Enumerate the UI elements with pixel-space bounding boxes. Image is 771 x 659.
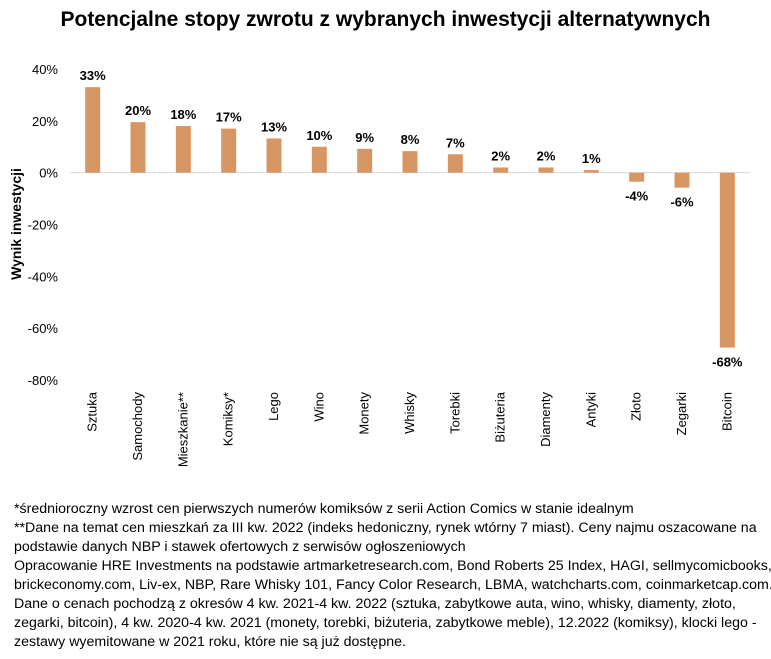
footnote-line: podstawie danych NBP i stawek ofertowych… (14, 539, 466, 555)
category-label: Zegarki (674, 392, 689, 435)
category-label: Torebki (447, 392, 462, 434)
data-label: 7% (446, 135, 465, 150)
category-labels: Sztuka Samochody Mieszkanie** Komiksy* Lego W… (85, 391, 735, 467)
y-tick-label: -20% (28, 218, 59, 233)
y-tick-label: -60% (28, 321, 59, 336)
category-label: Mieszkanie** (175, 392, 190, 467)
footnote-line: *średnioroczny wzrost cen pierwszych num… (14, 501, 634, 517)
footnote-line: Opracowanie HRE Investments na podstawie… (14, 558, 771, 574)
footnote-line: **Dane na temat cen mieszkań za III kw. … (14, 520, 757, 536)
data-label: 2% (537, 148, 556, 163)
category-label: Monety (357, 392, 372, 435)
category-label: Sztuka (85, 391, 100, 432)
data-label: 33% (80, 68, 106, 83)
bar (447, 154, 463, 173)
data-label: 18% (170, 107, 196, 122)
footnote-line: zestawy wyemitowane w 2021 roku, które n… (14, 634, 406, 650)
data-label: 2% (491, 148, 510, 163)
data-label: 9% (355, 130, 374, 145)
bar (311, 146, 327, 173)
data-labels: 33% 20% 18% 17% 13% 10% 9% 8% 7% 2% 2% 1% -4% -6% -68% (80, 68, 743, 369)
category-label: Komiksy* (221, 392, 236, 446)
footnotes: *średnioroczny wzrost cen pierwszych num… (14, 500, 771, 652)
bar (402, 151, 418, 173)
bar (538, 167, 554, 173)
data-label: 20% (125, 103, 151, 118)
chart-title: Potencjalne stopy zwrotu z wybranych inw… (60, 8, 711, 31)
y-tick-label: 0% (39, 166, 58, 181)
bar (674, 172, 690, 188)
bar (493, 167, 509, 173)
data-label: -68% (712, 355, 743, 370)
bar (719, 172, 735, 348)
data-label: -6% (670, 195, 694, 210)
bar (266, 138, 282, 173)
bar (629, 172, 645, 182)
category-label: Złoto (629, 392, 644, 421)
y-tick-label: 20% (32, 114, 58, 129)
data-label: 10% (306, 128, 332, 143)
bar (357, 148, 373, 173)
footnote-line: zegarki, bitcoin), 4 kw. 2020-4 kw. 2021… (14, 615, 757, 631)
data-label: 8% (401, 132, 420, 147)
bar-chart: 40% 20% 0% -20% -40% -60% -80% 33% 20% 18% 17% 13%… (8, 62, 750, 467)
data-label: 1% (582, 151, 601, 166)
bar (85, 87, 101, 173)
y-tick-label: 40% (32, 62, 58, 77)
data-label: 17% (216, 110, 242, 125)
category-label: Lego (266, 392, 281, 421)
y-axis-ticks: 40% 20% 0% -20% -40% -60% -80% (28, 62, 59, 388)
footnote-line: Dane o cenach pochodzą z okresów 4 kw. 2… (14, 596, 736, 612)
category-label: Wino (311, 392, 326, 422)
bar (130, 122, 146, 173)
y-axis-title: Wynik inwestycji (8, 168, 24, 280)
y-tick-label: -80% (28, 373, 59, 388)
data-label: -4% (625, 189, 649, 204)
category-label: Diamenty (538, 392, 553, 447)
bar (583, 170, 599, 173)
bars (85, 87, 735, 348)
category-label: Samochody (130, 392, 145, 461)
category-label: Biżuteria (493, 391, 508, 442)
footnote-line: brickeconomy.com, Liv-ex, NBP, Rare Whis… (14, 577, 771, 593)
data-label: 13% (261, 119, 287, 134)
category-label: Whisky (402, 392, 417, 434)
bar (221, 128, 237, 173)
category-label: Antyki (583, 392, 598, 428)
y-tick-label: -40% (28, 269, 59, 284)
category-label: Bitcoin (719, 392, 734, 431)
bar (175, 126, 191, 173)
